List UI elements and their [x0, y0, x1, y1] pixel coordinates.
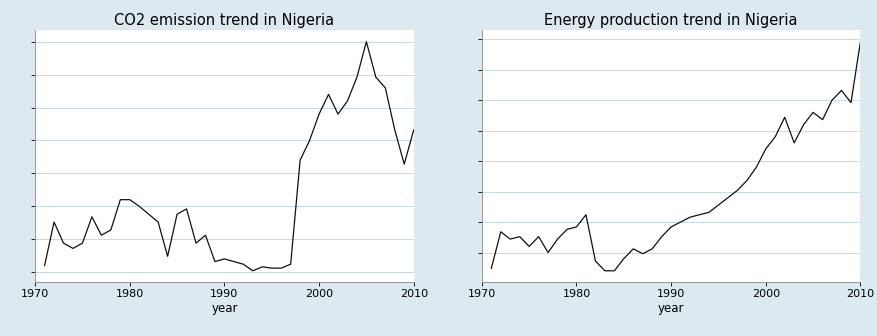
X-axis label: year: year — [657, 302, 683, 315]
Title: Energy production trend in Nigeria: Energy production trend in Nigeria — [544, 13, 797, 28]
X-axis label: year: year — [211, 302, 238, 315]
Title: CO2 emission trend in Nigeria: CO2 emission trend in Nigeria — [114, 13, 334, 28]
